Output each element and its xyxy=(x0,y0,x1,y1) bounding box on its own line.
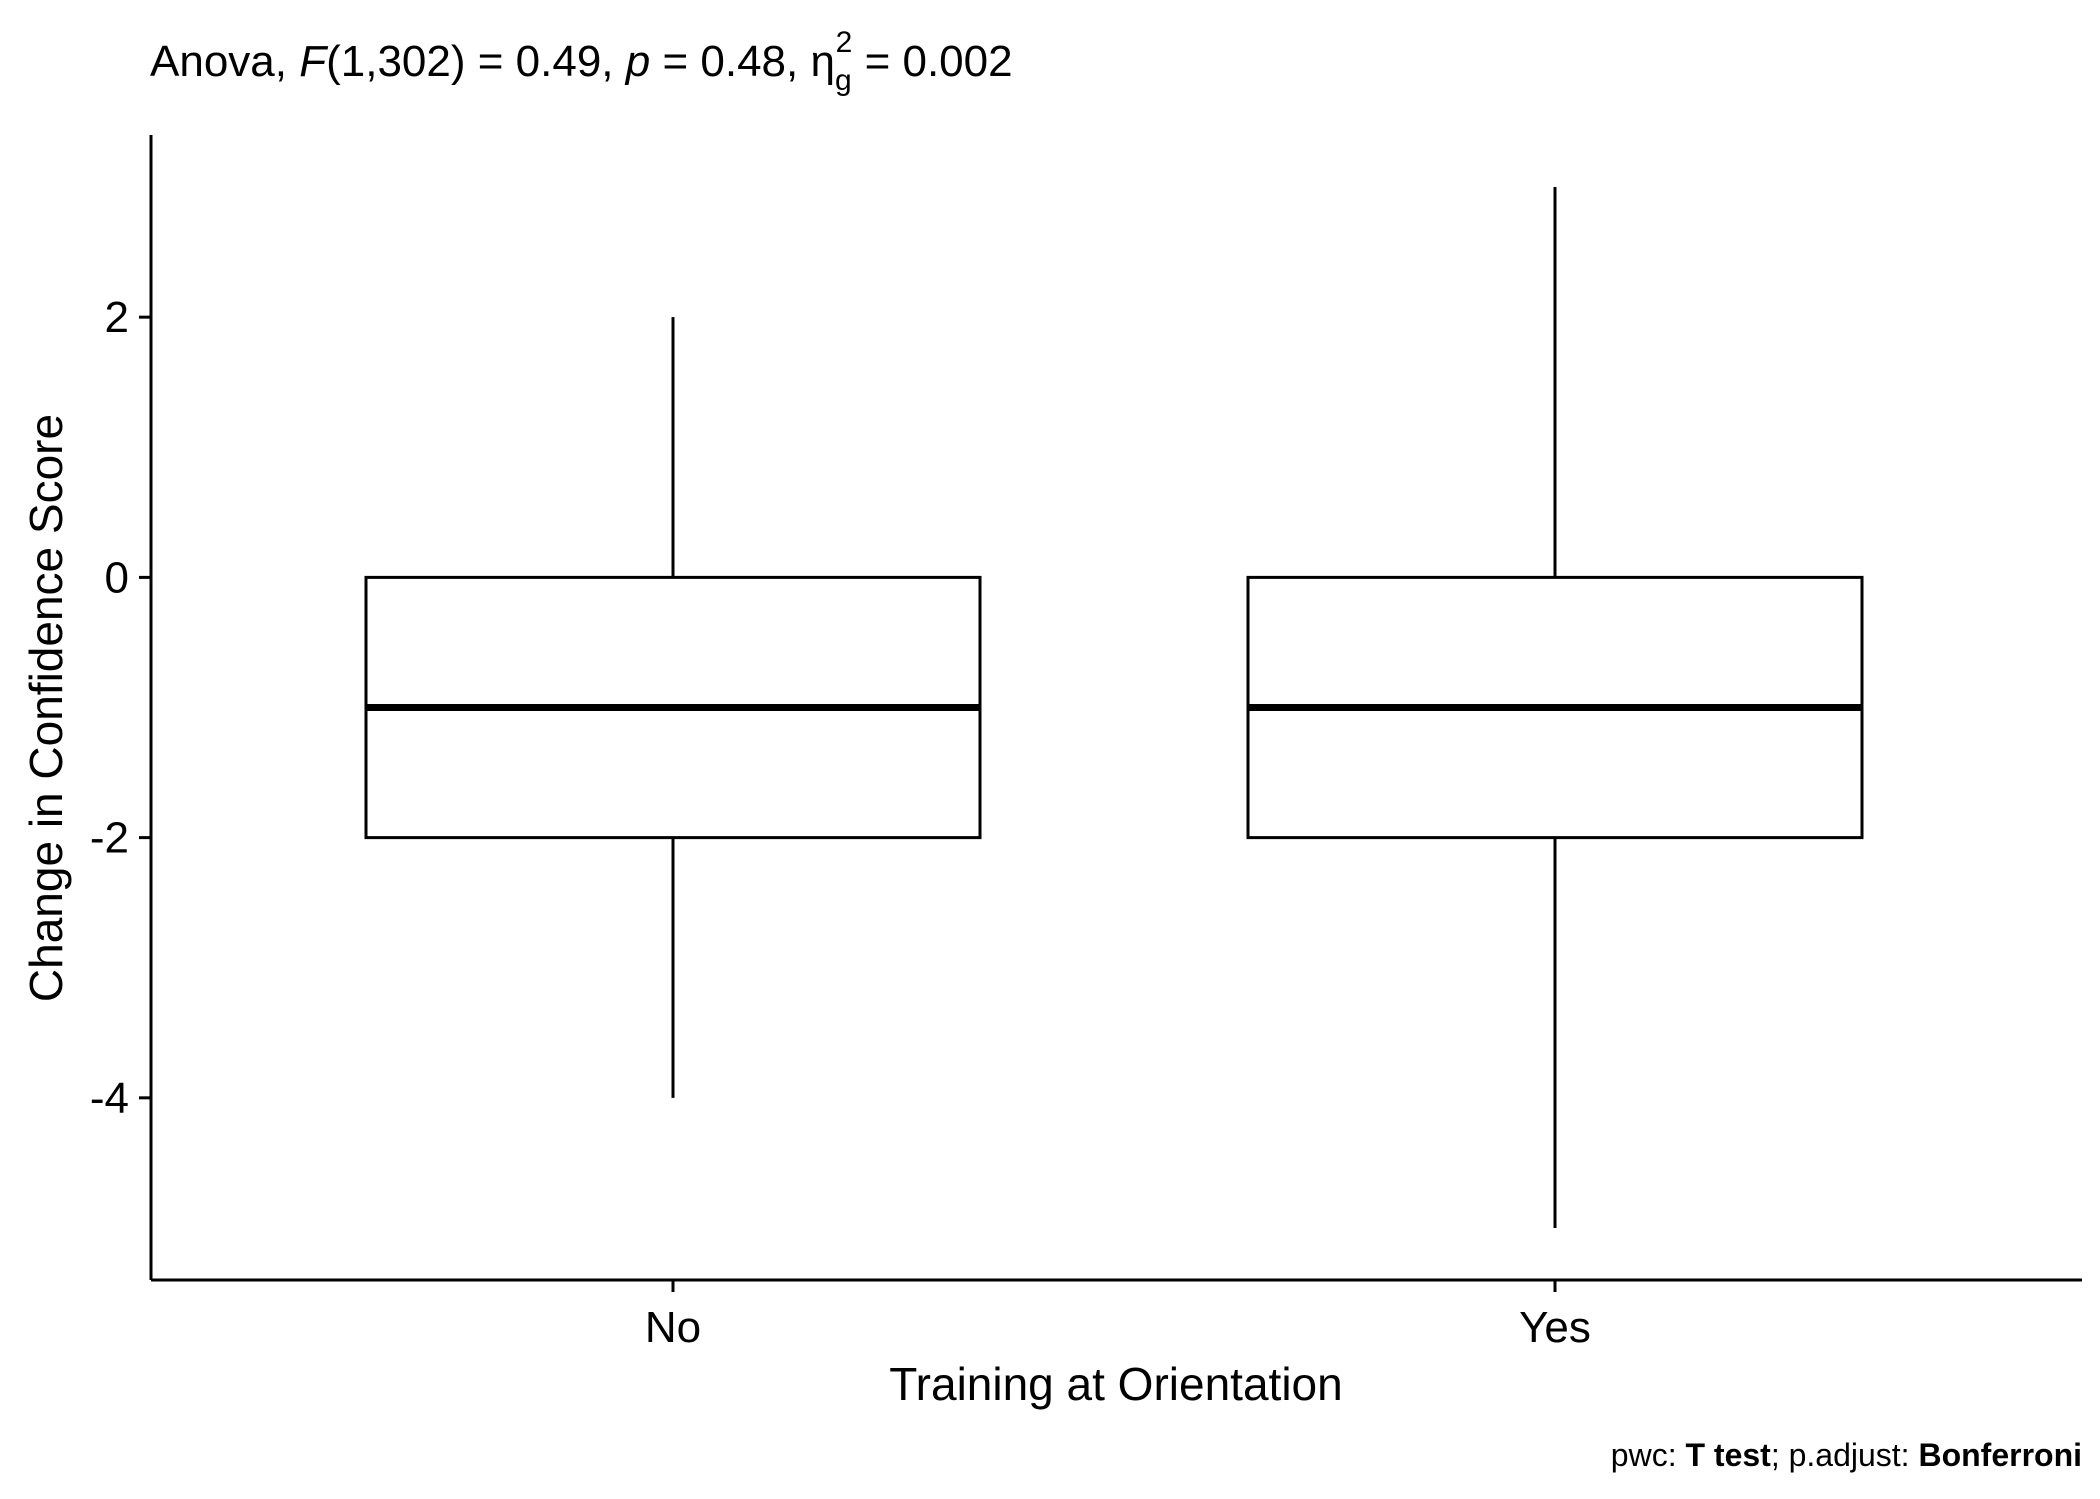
y-tick-label: 2 xyxy=(105,293,129,342)
title-eta-sup: 2 xyxy=(836,26,853,59)
caption-c: ; p.adjust: xyxy=(1771,1437,1919,1473)
y-tick-label: 0 xyxy=(105,553,129,602)
title-f-args: (1,302) = 0.49, xyxy=(326,37,626,86)
y-ticks: -4 -2 0 2 xyxy=(90,293,151,1123)
x-tick-label: No xyxy=(645,1303,701,1352)
caption-d: Bonferroni xyxy=(1918,1437,2082,1473)
y-tick-label: -2 xyxy=(90,814,129,863)
title-eta-sub: g xyxy=(835,64,852,97)
title-eta-value: = 0.002 xyxy=(852,37,1012,86)
y-tick-label: -4 xyxy=(90,1074,129,1123)
caption-a: pwc: xyxy=(1611,1437,1686,1473)
caption-b: T test xyxy=(1685,1437,1771,1473)
x-ticks: No Yes xyxy=(645,1280,1591,1352)
title-p-value: = 0.48, xyxy=(650,37,810,86)
boxes xyxy=(364,187,1864,1228)
box-no xyxy=(364,317,982,1098)
caption: pwc: T test; p.adjust: Bonferroni xyxy=(1611,1437,2082,1473)
chart-title: Anova, F(1,302) = 0.49, p = 0.48, ηg 2 = … xyxy=(150,26,1013,97)
title-p-symbol: p xyxy=(624,37,650,86)
y-axis-title: Change in Confidence Score xyxy=(20,414,72,1002)
x-tick-label: Yes xyxy=(1519,1303,1591,1352)
x-axis-title: Training at Orientation xyxy=(889,1358,1342,1410)
title-prefix: Anova, xyxy=(150,37,299,86)
title-f-symbol: F xyxy=(299,37,328,86)
title-eta-symbol: η xyxy=(810,37,834,86)
box-yes xyxy=(1246,187,1864,1228)
